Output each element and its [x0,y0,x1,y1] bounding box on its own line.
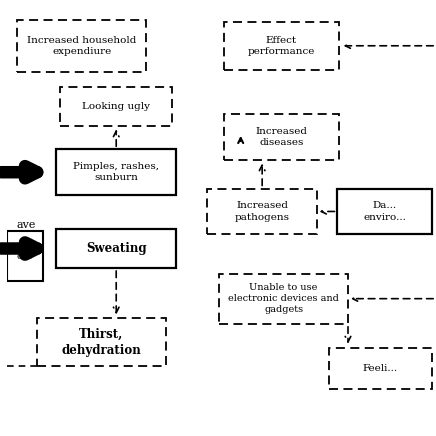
Bar [56,149,176,195]
Text: Da...
enviro...: Da... enviro... [363,201,406,221]
Text: Unable to use
electronic devices and
gadgets: Unable to use electronic devices and gad… [228,283,339,314]
Bar [208,188,317,235]
Text: Effect
performance: Effect performance [248,36,315,56]
Bar [329,348,432,389]
Text: Looking ugly: Looking ugly [82,102,150,111]
Bar [224,22,339,70]
Bar [37,318,166,366]
Text: Increased household
expendiure: Increased household expendiure [27,36,136,56]
Bar [224,114,339,160]
Text: Thirst,
dehydration: Thirst, dehydration [61,328,141,357]
Text: Increased
pathogens: Increased pathogens [235,201,290,221]
Text: Feeli...: Feeli... [363,364,398,373]
Text: Pimples, rashes,
sunburn: Pimples, rashes, sunburn [73,162,159,182]
Text: ave: ave [16,220,36,229]
Text: Increased
diseases: Increased diseases [255,127,307,147]
Text: Sweating: Sweating [86,242,146,255]
Bar [61,87,172,126]
Bar [17,20,146,72]
Bar [7,231,43,281]
Bar [219,274,348,324]
Bar [337,188,432,235]
Text: cut: cut [17,252,33,261]
Bar [56,229,176,268]
